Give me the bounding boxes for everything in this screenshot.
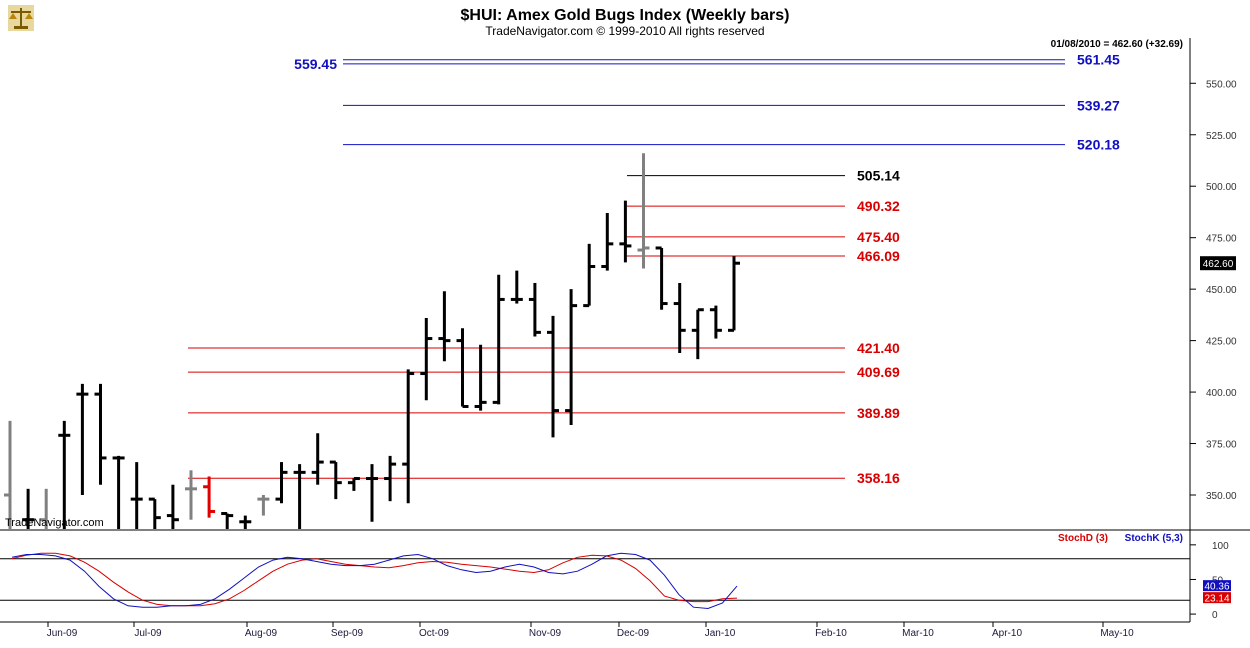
ohlc-bar: [709, 305, 722, 339]
month-label: Jul-09: [134, 628, 162, 639]
price-tick-label: 475.00: [1206, 234, 1237, 245]
ohlc-bar: [112, 455, 125, 529]
time-axis: Jun-09 Jul-09 Aug-09 Sep-09 Oct-09 Nov-09 Dec-…: [47, 622, 1134, 639]
ohlc-bar: [148, 497, 161, 529]
stochd-value: 23.14: [1204, 594, 1229, 605]
ohlc-bar: [474, 344, 487, 411]
watermark: TradeNavigator.com: [5, 517, 104, 529]
ohlc-bar: [601, 212, 614, 271]
quote-readout: 01/08/2010 = 462.60 (+32.69): [1051, 39, 1183, 50]
ohlc-bar: [76, 383, 89, 496]
ohlc-bar: [366, 464, 378, 522]
ohlc-bar: [528, 282, 541, 337]
price-tick-label: 500.00: [1206, 182, 1237, 193]
price-tick-label: 400.00: [1206, 388, 1237, 399]
month-label: Oct-09: [419, 628, 449, 639]
month-label: Aug-09: [245, 628, 278, 639]
stochk-value-badge: 40.36: [1203, 580, 1231, 593]
osc-tick-label: 0: [1212, 610, 1218, 621]
level-start-label: 559.45: [294, 56, 337, 72]
ohlc-bar: [203, 476, 216, 518]
chart-title: $HUI: Amex Gold Bugs Index (Weekly bars): [461, 7, 790, 24]
ohlc-bar: [420, 317, 433, 401]
ohlc-bar: [565, 289, 578, 426]
ohlc-bar: [456, 328, 469, 408]
ohlc-bar: [438, 291, 451, 362]
ohlc-bar: [130, 462, 143, 529]
level-label: 561.45: [1077, 52, 1120, 68]
ohlc-bar: [221, 512, 234, 529]
ohlc-bar: [402, 369, 415, 504]
ohlc-bar: [673, 282, 686, 353]
ohlc-bar: [94, 383, 107, 485]
level-label: 520.18: [1077, 137, 1120, 153]
ohlc-bar: [384, 455, 397, 502]
last-price-label: 462.60: [1203, 259, 1234, 270]
ohlc-bar: [728, 256, 740, 332]
ohlc-bar: [691, 308, 704, 360]
ohlc-bar: [619, 200, 632, 263]
month-label: Jan-10: [705, 628, 736, 639]
ohlc-bar: [347, 477, 360, 491]
ohlc-bar: [637, 153, 650, 269]
fibonacci-levels: 559.45 561.45 539.27 520.18 505.14 490.32 475.…: [188, 52, 1120, 486]
ohlc-bar: [655, 246, 668, 310]
month-label: Jun-09: [47, 628, 78, 639]
level-label: 358.16: [857, 470, 900, 486]
stochk-value: 40.36: [1204, 582, 1229, 593]
ohlc-bar: [166, 484, 179, 529]
ohlc-bar: [583, 243, 596, 308]
month-label: Sep-09: [331, 628, 364, 639]
price-tick-label: 525.00: [1206, 131, 1237, 142]
level-label: 505.14: [857, 168, 900, 184]
osc-tick-label: 100: [1212, 541, 1229, 552]
level-label: 475.40: [857, 229, 900, 245]
level-label: 539.27: [1077, 97, 1120, 113]
ohlc-bar: [547, 315, 559, 438]
level-label: 389.89: [857, 405, 900, 421]
ohlc-bar: [510, 270, 523, 304]
ohlc-bar: [58, 420, 71, 529]
month-label: Mar-10: [902, 628, 934, 639]
ohlc-bar: [22, 488, 35, 529]
level-label: 409.69: [857, 364, 900, 380]
stochd-value-badge: 23.14: [1203, 592, 1231, 605]
ohlc-bar: [185, 470, 197, 520]
price-tick-label: 425.00: [1206, 337, 1237, 348]
ohlc-bar: [257, 495, 270, 516]
ohlc-bar: [239, 515, 252, 529]
level-label: 490.32: [857, 198, 900, 214]
price-bars: [4, 153, 740, 529]
stoch-line: [11, 552, 738, 610]
legend-stochd: StochD (3): [1058, 533, 1108, 544]
ohlc-bar: [293, 464, 306, 529]
price-tick-label: 550.00: [1206, 79, 1237, 90]
chart-subtitle: TradeNavigator.com © 1999-2010 All right…: [485, 24, 764, 38]
month-label: Feb-10: [815, 628, 847, 639]
level-label: 466.09: [857, 248, 900, 264]
month-label: May-10: [1100, 628, 1134, 639]
month-label: Apr-10: [992, 628, 1022, 639]
stoch-line: [11, 552, 738, 607]
price-tick-label: 375.00: [1206, 440, 1237, 451]
price-axis: 350.00 375.00 400.00 425.00 450.00 475.00 500.…: [1190, 79, 1237, 502]
scale-logo-icon: [8, 5, 34, 31]
ohlc-bar: [311, 433, 324, 485]
month-label: Nov-09: [529, 628, 562, 639]
ohlc-bar: [275, 462, 288, 504]
last-price-badge: 462.60: [1200, 256, 1236, 271]
month-label: Dec-09: [617, 628, 650, 639]
ohlc-bar: [40, 488, 48, 529]
price-tick-label: 450.00: [1206, 285, 1237, 296]
ohlc-bar: [492, 274, 505, 405]
stochastic-lines: [11, 552, 738, 610]
level-label: 421.40: [857, 340, 900, 356]
ohlc-bar: [329, 460, 342, 500]
legend-stochk: StochK (5,3): [1125, 533, 1183, 544]
ohlc-bar: [4, 420, 12, 529]
price-tick-label: 350.00: [1206, 491, 1237, 502]
